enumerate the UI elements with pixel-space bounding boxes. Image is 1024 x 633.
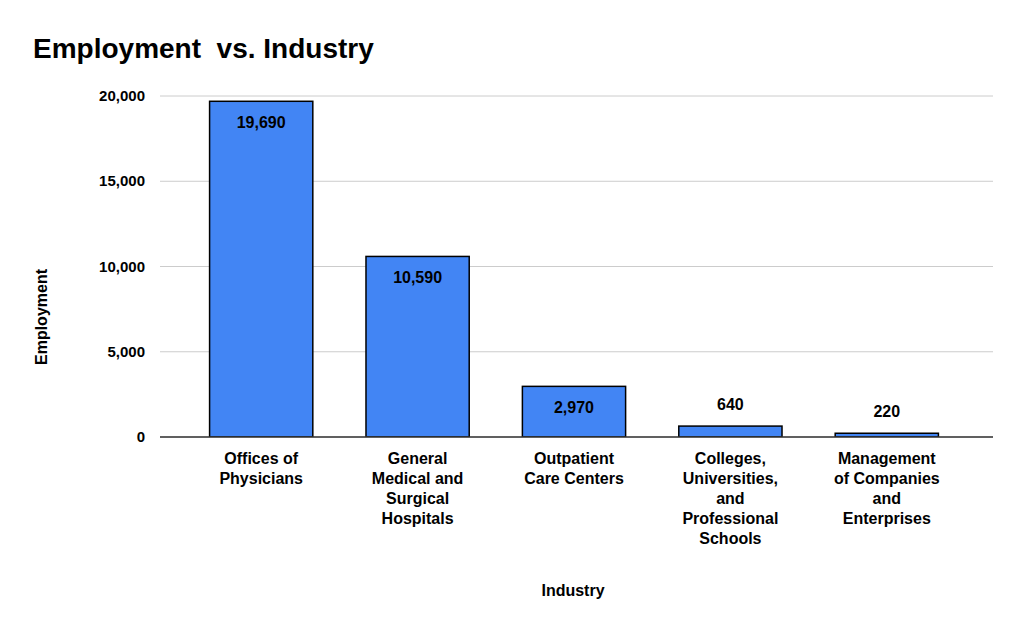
data-label: 220 — [873, 403, 900, 420]
x-tick-label-line: and — [716, 490, 744, 507]
x-tick-label-line: Medical and — [372, 470, 464, 487]
grid — [160, 96, 993, 437]
bar — [522, 386, 625, 437]
x-tick-label-line: Enterprises — [843, 510, 931, 527]
grid-line — [160, 96, 993, 97]
data-labels: 19,690 10,590 2,970 640 220 — [237, 114, 901, 420]
x-axis-title: Industry — [541, 582, 604, 599]
grid-line — [160, 437, 993, 438]
x-tick-label-line: General — [388, 450, 448, 467]
x-tick-label: General Medical and Surgical Hospitals — [372, 450, 464, 527]
bar — [366, 256, 469, 437]
data-label: 2,970 — [554, 399, 594, 416]
x-tick-label-line: Surgical — [386, 490, 449, 507]
data-label: 10,590 — [393, 269, 442, 286]
data-label: 19,690 — [237, 114, 286, 131]
x-tick-label-line: Management — [838, 450, 936, 467]
x-tick-label-line: Offices of — [224, 450, 298, 467]
x-tick-label-line: of Companies — [834, 470, 940, 487]
x-axis-line — [160, 436, 993, 438]
x-tick-label: Outpatient Care Centers — [524, 450, 624, 487]
x-tick-label-line: Universities, — [683, 470, 778, 487]
x-tick-label-line: Schools — [699, 530, 761, 547]
chart-container: Employment vs. Industry Employment Industr… — [0, 0, 1024, 633]
x-tick-label-line: Outpatient — [534, 450, 615, 467]
y-tick-label: 5,000 — [107, 343, 145, 360]
y-tick-label: 20,000 — [99, 87, 145, 104]
x-tick-label-line: Physicians — [219, 470, 303, 487]
x-tick-label: Colleges, Universities, and Professional Sch… — [682, 450, 778, 547]
y-tick-label: 10,000 — [99, 258, 145, 275]
bar — [210, 101, 313, 437]
bars — [210, 101, 939, 437]
chart-title: Employment vs. Industry — [33, 33, 374, 64]
x-tick-label-line: Hospitals — [382, 510, 454, 527]
background — [0, 0, 1024, 633]
x-tick-label-line: Colleges, — [695, 450, 766, 467]
x-tick-label: Management of Companies and Enterprises — [834, 450, 940, 527]
chart-svg: Employment vs. Industry Employment Industr… — [0, 0, 1024, 633]
x-tick-label: Offices of Physicians — [219, 450, 303, 487]
bar — [679, 426, 782, 437]
x-tick-label-line: Care Centers — [524, 470, 624, 487]
data-label: 640 — [717, 396, 744, 413]
x-tick-label-line: Professional — [682, 510, 778, 527]
y-tick-label: 15,000 — [99, 172, 145, 189]
y-axis-title: Employment — [33, 268, 50, 365]
y-tick-label: 0 — [137, 428, 145, 445]
x-tick-label-line: and — [873, 490, 901, 507]
